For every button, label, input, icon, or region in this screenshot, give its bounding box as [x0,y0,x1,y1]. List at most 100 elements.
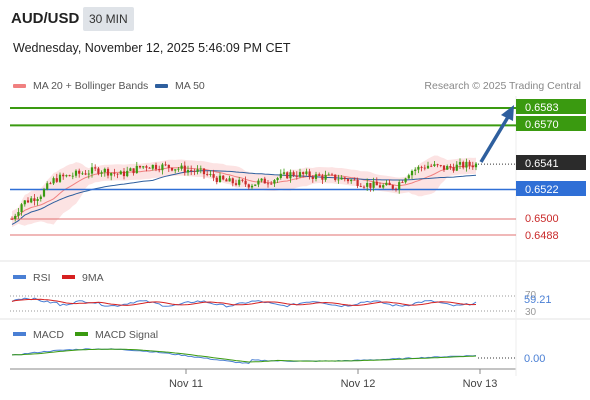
legend-swatch-macd [13,332,26,336]
candle [442,165,446,172]
candle [209,170,212,177]
legend-swatch-ma20 [13,84,26,88]
candle-body [26,200,30,203]
candle-body [119,171,122,175]
candle-body [362,186,366,188]
candle-body [375,181,378,186]
candle [78,168,81,178]
candle [314,171,318,182]
candle-body [378,185,382,188]
candle-body [202,168,206,175]
macd-signal-line [11,348,477,363]
candle-body [452,167,455,171]
candle-body [241,179,244,181]
timeframe-badge[interactable]: 30 MIN [83,7,134,31]
projection-arrow-shaft [479,116,510,163]
candle-body [324,175,327,180]
candle-body [212,174,215,178]
candle [119,170,122,175]
candle [282,168,286,176]
candle [193,168,196,176]
candle [225,177,228,182]
candle [106,167,110,179]
candle-body [46,183,49,190]
candle-body [158,169,161,171]
candle [113,168,116,177]
candle [308,168,311,180]
candle-body [148,167,151,169]
candle-body [23,200,26,205]
candle [346,177,350,184]
candle [100,170,103,177]
candle-body [394,188,398,190]
candle [94,164,97,172]
candle [423,164,426,171]
candle [407,173,410,179]
candle [87,169,90,179]
candle [164,161,167,167]
chart-datetime: Wednesday, November 12, 2025 5:46:09 PM … [13,41,291,55]
candle-body [234,183,238,185]
candle [135,161,138,174]
candle [388,179,391,186]
candle-body [372,181,375,188]
candle [84,169,87,176]
candle-body [55,178,58,182]
candle [327,172,330,176]
candle-body [30,198,33,203]
legend-swatch-ma50 [155,84,168,88]
candle [305,168,308,176]
candle [270,181,273,185]
candle [426,161,430,169]
legend-label-rsi-9ma: 9MA [82,272,104,284]
candle [222,174,225,181]
candle-body [138,165,142,168]
candle-body [225,179,228,182]
candle-body [199,168,202,170]
candle-body [250,185,254,188]
candle-body [436,164,439,166]
candle-body [167,164,170,168]
candle [433,161,436,167]
candle [353,177,356,181]
candle [471,161,474,170]
candle-body [442,165,446,170]
candle-body [353,179,356,181]
candle [234,179,238,187]
candle [372,177,375,192]
x-tick-nov12: Nov 12 [341,378,376,390]
candle-body [407,175,410,179]
candle [186,165,190,176]
candle [58,172,62,183]
candle-body [52,178,55,184]
candle [161,162,164,175]
candle [337,174,340,184]
candle [228,175,231,182]
candle [138,165,142,169]
candle-body [174,169,177,171]
candle-body [330,174,334,176]
candle [132,168,135,176]
candlestick-series [10,158,478,222]
candle-body [193,170,196,172]
level-text-0-6570: 0.6570 [525,119,559,131]
candle-body [468,161,471,166]
candle [206,171,209,177]
candle-body [298,172,302,177]
candle [263,176,266,184]
candle [462,160,465,170]
candle-body [302,172,305,175]
candle-body [154,164,158,170]
candle-body [276,177,279,181]
candle-body [279,173,282,178]
candle-body [247,184,250,188]
candle [385,179,388,186]
candle-body [87,173,90,175]
candle [97,166,100,176]
candle-body [423,167,426,169]
candle-body [401,182,404,183]
candle [196,165,199,175]
candle-body [206,174,209,175]
candle-body [273,180,276,184]
